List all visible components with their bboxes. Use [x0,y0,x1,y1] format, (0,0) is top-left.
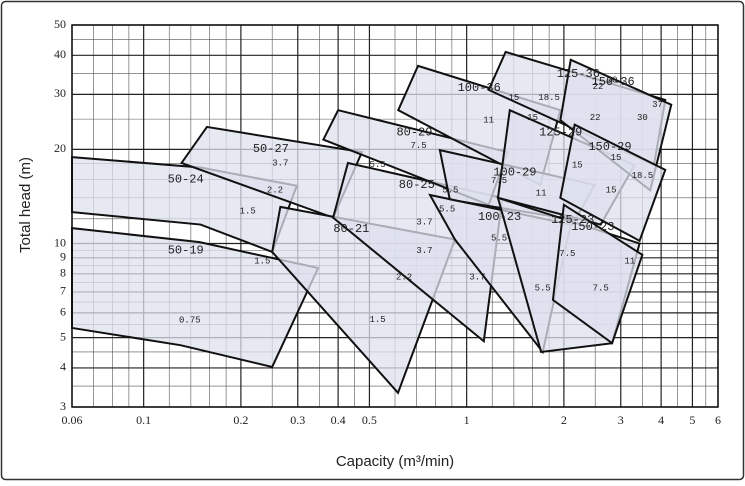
kw-label: 18.5 [632,171,654,181]
x-tick-label: 0.4 [331,413,346,427]
y-tick-label: 10 [54,235,66,249]
x-tick-label: 1 [464,413,470,427]
ticks: 0.06 0.1 0.2 0.3 0.4 0.5 1 2 3 4 5 6 3 4 5 6 7 8 910 20 30 40… [54,17,721,427]
y-tick-label: 50 [54,17,66,31]
pump-region [559,123,667,243]
pump-region [551,203,644,345]
kw-label: 15 [611,153,622,163]
x-tick-label: 2 [561,413,567,427]
regions [71,50,673,395]
kw-label: 5.5 [369,160,385,170]
region-label: 80-29 [396,125,432,139]
kw-label: 7.5 [593,284,609,294]
kw-label: 3.7 [416,218,432,228]
region-label: 125-23 [551,213,594,227]
kw-label: 11 [624,256,635,266]
y-tick-label: 40 [54,47,66,61]
kw-label: 3.7 [469,273,485,283]
kw-label: 1.5 [254,256,270,266]
x-tick-label: 3 [618,413,624,427]
x-tick-label: 0.1 [136,413,151,427]
kw-label: 15 [527,113,538,123]
y-tick-label: 4 [60,360,66,374]
kw-label: 1.5 [240,206,256,216]
x-tick-label: 0.06 [62,413,83,427]
kw-label: 18.5 [538,93,560,103]
plot-border [71,24,719,408]
kw-label: 11 [483,116,494,126]
y-tick-label: 6 [60,305,66,319]
x-tick-label: 0.3 [290,413,305,427]
kw-label: 11 [536,188,547,198]
region-label: 100-23 [478,210,521,224]
region-label: 50-24 [168,172,204,186]
kw-label: 15 [606,186,617,196]
kw-label: 5.5 [439,204,455,214]
x-tick-label: 5 [689,413,695,427]
y-tick-label: 7 [60,284,66,298]
kw-label: 5.5 [491,234,507,244]
kw-label: 15 [572,161,583,171]
kw-label: 30 [637,113,648,123]
kw-label: 7.5 [411,141,427,151]
kw-label: 22 [590,113,601,123]
region-label: 80-21 [333,222,369,236]
region-label: 125-36 [557,67,600,81]
kw-label: 7.5 [491,176,507,186]
y-tick-label: 30 [54,86,66,100]
kw-label: 5.5 [442,186,458,196]
kw-label: 3.7 [416,246,432,256]
y-tick-label: 20 [54,141,66,155]
kw-label: 15 [508,93,519,103]
kw-label: 5.5 [535,284,551,294]
kw-label: 7.5 [559,249,575,259]
region-label: 125-29 [539,125,582,139]
kw-label: 1.5 [369,315,385,325]
region-label: 150-29 [588,140,631,154]
kw-label: 30 [607,76,618,86]
labels: 50-24 50-19 50-27 80-21 80-25 80-29 100-36 100-… [168,67,663,325]
y-tick-label: 5 [60,329,66,343]
y-tick-label: 3 [60,399,66,413]
region-label: 50-19 [168,243,204,257]
x-tick-label: 0.2 [233,413,248,427]
x-axis-title: Capacity (m³/min) [336,453,454,470]
region-label: 150-23 [571,220,614,234]
region-label: 50-27 [253,142,289,156]
region-label: 150-36 [592,75,635,89]
kw-label: 37 [652,100,663,110]
y-tick-label: 9 [60,250,66,264]
y-axis-title: Total head (m) [17,157,34,253]
region-label: 100-29 [493,165,536,179]
kw-label: 22 [593,82,604,92]
kw-label: 3.7 [272,158,288,168]
kw-label: 2.2 [396,273,412,283]
region-label: 80-25 [399,178,435,192]
region-label: 100-36 [458,81,501,95]
x-tick-label: 6 [715,413,721,427]
x-tick-label: 0.5 [362,413,377,427]
kw-label: 2.2 [267,186,283,196]
y-tick-label: 8 [60,266,66,280]
x-tick-label: 4 [658,413,664,427]
kw-label: 0.75 [179,315,201,325]
